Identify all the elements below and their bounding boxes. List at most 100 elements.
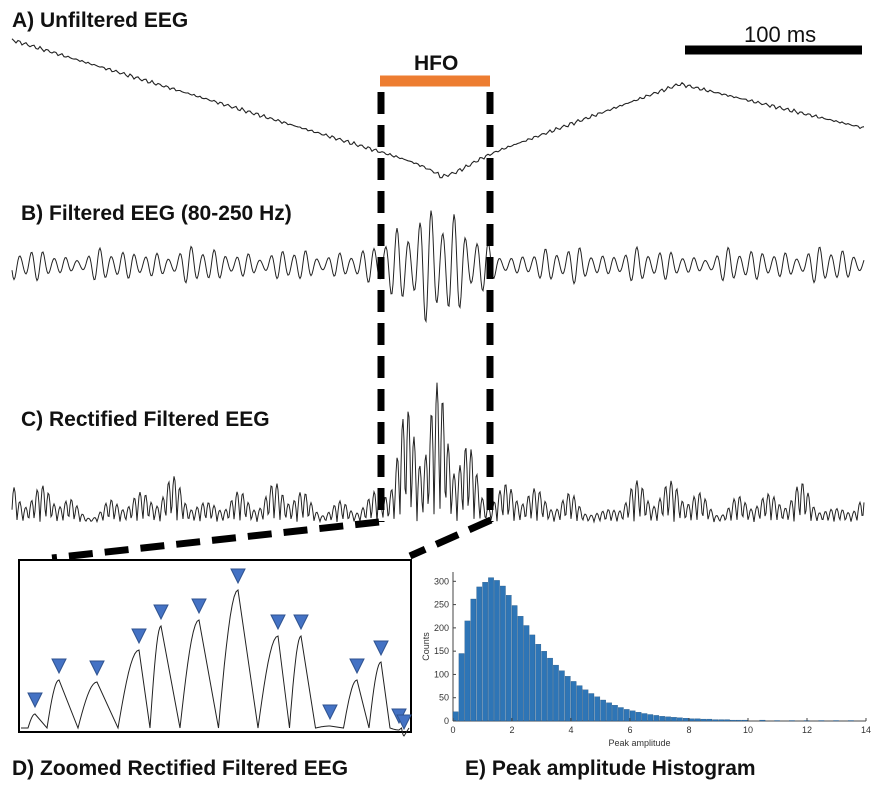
zoomed-rectified-trace	[21, 589, 410, 737]
histogram-bar	[541, 651, 547, 722]
scale-bar-label: 100 ms	[744, 22, 817, 47]
histogram-bar	[730, 719, 736, 722]
histogram-bar	[494, 580, 500, 722]
histogram-bar	[629, 710, 636, 722]
histogram-bar	[682, 718, 689, 722]
y-tick-label: 250	[434, 600, 449, 610]
panel-d-title: D) Zoomed Rectified Filtered EEG	[12, 757, 349, 780]
histogram-x-label: Peak amplitude	[608, 738, 670, 748]
y-tick-label: 50	[439, 693, 449, 703]
histogram-bar	[623, 709, 630, 722]
histogram-bar	[535, 644, 542, 722]
histogram-y-label: Counts	[421, 632, 431, 661]
histogram-bar	[582, 689, 589, 722]
peak-marker	[153, 604, 169, 621]
histogram-bar	[653, 715, 660, 722]
histogram-bar	[511, 605, 518, 722]
rectified-eeg-line	[11, 382, 865, 524]
x-tick-label: 10	[743, 725, 753, 735]
histogram-bar	[517, 616, 524, 722]
histogram-bar	[848, 720, 854, 722]
histogram-bar	[718, 719, 724, 722]
x-tick-label: 2	[509, 725, 514, 735]
histogram-bar	[570, 681, 577, 722]
y-tick-label: 200	[434, 623, 449, 633]
histogram-bar	[618, 707, 624, 722]
histogram-bar	[523, 625, 530, 722]
panel-e-title: E) Peak amplitude Histogram	[465, 757, 756, 780]
hfo-label: HFO	[414, 52, 459, 75]
histogram-bar	[500, 585, 506, 722]
y-tick-label: 150	[434, 646, 449, 656]
x-tick-label: 14	[861, 725, 871, 735]
histogram-bar	[476, 586, 483, 722]
histogram-bar	[482, 582, 488, 722]
peak-amplitude-histogram: 0 2 4 6 8 10 12 14 0 50 100 150 200 250 300 Peak amplit…	[421, 572, 871, 748]
peak-marker	[373, 640, 389, 657]
histogram-bar	[470, 598, 477, 722]
unfiltered-eeg-trace	[11, 38, 865, 179]
filtered-eeg-trace	[11, 210, 865, 324]
peak-marker	[131, 628, 147, 645]
zoomed-rectified-line	[21, 589, 410, 737]
histogram-bar	[759, 719, 766, 722]
x-tick-label: 6	[627, 725, 632, 735]
peak-marker	[270, 614, 286, 631]
histogram-bar	[600, 699, 606, 722]
histogram-bar	[606, 702, 612, 722]
rectified-eeg-trace	[11, 382, 865, 524]
peak-marker	[230, 568, 246, 585]
x-tick-label: 4	[568, 725, 573, 735]
unfiltered-eeg-line	[11, 38, 865, 179]
histogram-bar	[818, 720, 825, 722]
histogram-bar	[594, 696, 601, 722]
histogram-bar	[700, 718, 707, 722]
peak-marker	[51, 658, 67, 675]
peak-marker	[293, 614, 309, 631]
histogram-bar	[452, 711, 459, 722]
histogram-bar	[458, 653, 465, 722]
histogram-bar	[724, 719, 730, 722]
histogram-bar	[588, 693, 595, 722]
peak-marker	[349, 658, 365, 675]
histogram-bar	[553, 664, 559, 722]
histogram-bar	[659, 716, 665, 722]
histogram-bar	[612, 705, 618, 722]
zoom-box	[18, 559, 412, 733]
zoom-connector-right	[408, 516, 493, 560]
histogram-bar	[671, 717, 677, 722]
panel-b-title: B) Filtered EEG (80-250 Hz)	[21, 202, 292, 225]
zoom-connector-left	[51, 518, 380, 562]
histogram-bar	[694, 718, 701, 722]
panel-c-title: C) Rectified Filtered EEG	[21, 408, 270, 431]
histogram-bar	[833, 720, 839, 722]
peak-marker	[89, 660, 105, 677]
histogram-bar	[505, 595, 512, 722]
histogram-bar	[547, 657, 553, 722]
histogram-bar	[576, 685, 583, 722]
histogram-bar	[677, 717, 683, 722]
histogram-bar	[564, 676, 571, 722]
histogram-bar	[647, 714, 654, 722]
y-tick-label: 0	[444, 716, 449, 726]
y-tick-label: 300	[434, 576, 449, 586]
histogram-bar	[774, 720, 780, 722]
panel-a-title: A) Unfiltered EEG	[12, 9, 189, 32]
histogram-bar	[529, 634, 536, 722]
histogram-bar	[736, 719, 742, 722]
peak-markers	[27, 568, 412, 731]
peak-marker	[27, 692, 43, 709]
peak-marker	[191, 598, 207, 615]
histogram-bar	[665, 716, 671, 722]
x-tick-label: 8	[686, 725, 691, 735]
histogram-bar	[635, 712, 642, 722]
histogram-bar	[741, 719, 748, 722]
histogram-bar	[488, 577, 494, 722]
histogram-bar	[706, 718, 713, 722]
x-tick-label: 12	[802, 725, 812, 735]
histogram-bar	[641, 713, 648, 722]
peak-marker	[322, 704, 338, 721]
histogram-bar	[789, 720, 795, 722]
histogram-bar	[559, 670, 565, 722]
